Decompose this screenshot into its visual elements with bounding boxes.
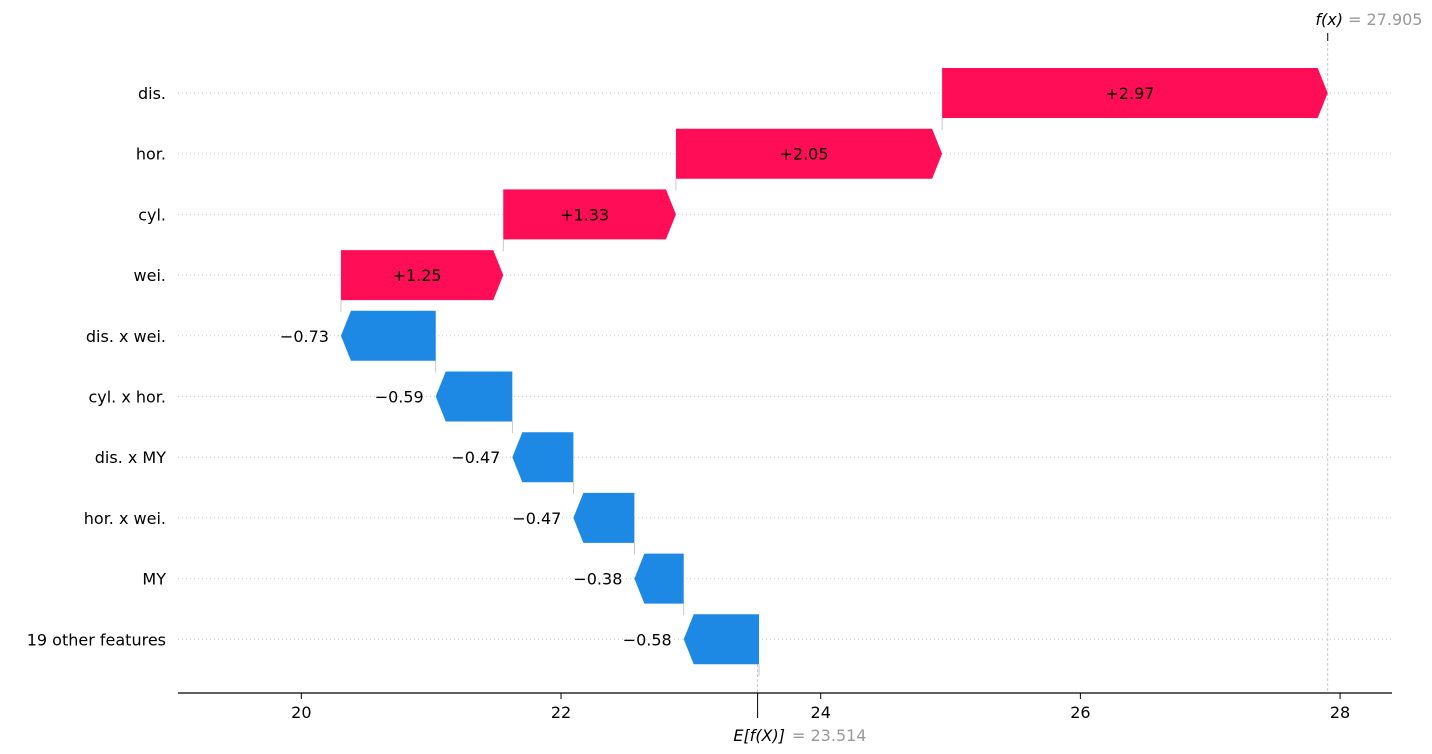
negative-bar <box>683 614 760 665</box>
negative-bar <box>512 432 574 483</box>
base-label: E[f(X)] <box>733 726 785 745</box>
positive-bar <box>340 250 504 301</box>
feature-name: cyl. <box>138 205 166 224</box>
x-tick-label: 20 <box>291 703 311 722</box>
negative-bar <box>634 553 684 604</box>
value-label: −0.47 <box>512 509 561 528</box>
x-tick-label: 22 <box>551 703 571 722</box>
x-tick-label: 26 <box>1070 703 1090 722</box>
feature-name: dis. x wei. <box>86 327 166 346</box>
x-tick-label: 24 <box>811 703 831 722</box>
feature-name: 19 other features <box>27 630 166 649</box>
feature-name: dis. <box>138 84 166 103</box>
feature-labels: dis. hor. cyl. wei. dis. x wei. cyl. x hor. di… <box>27 84 166 649</box>
output-value: = 27.905 <box>1348 10 1422 29</box>
output-label: f(x) <box>1315 10 1343 29</box>
feature-name: cyl. x hor. <box>88 388 166 407</box>
positive-bar <box>942 68 1328 118</box>
value-label: −0.38 <box>573 570 622 589</box>
negative-bar <box>435 371 513 422</box>
positive-bar <box>503 189 676 240</box>
value-label: +1.25 <box>393 266 442 285</box>
value-label: −0.73 <box>280 327 329 346</box>
value-label: −0.59 <box>375 388 424 407</box>
connector-lines <box>340 33 1329 718</box>
negative-bar <box>573 492 635 543</box>
x-tick-label: 28 <box>1330 703 1350 722</box>
feature-name: MY <box>142 570 166 589</box>
negative-bar <box>340 310 436 361</box>
feature-name: hor. <box>136 145 166 164</box>
feature-name: hor. x wei. <box>84 509 166 528</box>
feature-name: dis. x MY <box>95 448 166 467</box>
value-label: −0.58 <box>623 630 672 649</box>
x-axis: 20 22 24 26 28 <box>178 692 1392 722</box>
value-label: +2.05 <box>780 145 829 164</box>
value-label: +2.97 <box>1105 84 1154 103</box>
base-value: = 23.514 <box>792 726 866 745</box>
value-label: +1.33 <box>560 205 609 224</box>
feature-name: wei. <box>134 266 166 285</box>
bars: +2.97 +2.05 +1.33 +1.25 −0.73 −0.59 −0.47 −0.47… <box>280 68 1328 665</box>
annotations: f(x) = 27.905 E[f(X)] = 23.514 <box>733 10 1422 745</box>
value-label: −0.47 <box>451 448 500 467</box>
positive-bar <box>675 128 943 179</box>
